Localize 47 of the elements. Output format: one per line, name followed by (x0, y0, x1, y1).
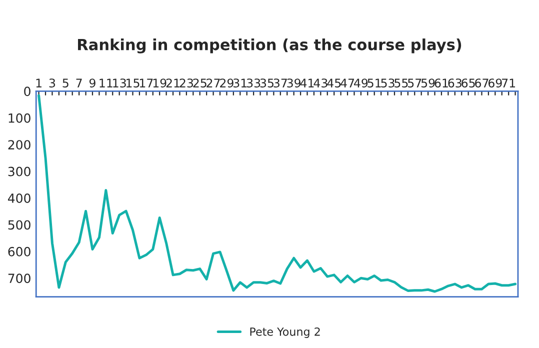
x-tick-label: 23 (180, 78, 194, 88)
x-tick-label: 17 (140, 78, 153, 88)
x-tick-label: 31 (234, 78, 247, 88)
x-tick-label: 41 (300, 78, 314, 88)
x-tick-label: 25 (193, 78, 206, 88)
x-tick-label: 61 (434, 78, 448, 88)
y-tick-label: 500 (8, 220, 30, 230)
x-tick-label: 19 (153, 78, 166, 88)
x-tick-label: 3 (49, 78, 56, 88)
x-tick-label: 5 (62, 78, 68, 88)
x-tick-label: 33 (246, 78, 260, 88)
x-tick-label: 49 (354, 78, 368, 88)
chart-title: Ranking in competition (as the course plays) (78, 38, 462, 54)
legend-label: Pete Young 2 (250, 327, 320, 338)
y-tick-label: 700 (8, 274, 30, 284)
x-tick-label: 11 (100, 78, 112, 88)
x-tick-label: 37 (274, 78, 287, 88)
x-tick-label: 21 (166, 78, 180, 88)
x-tick-label: 1 (36, 78, 42, 88)
x-tick-label: 29 (220, 78, 234, 88)
x-tick-label: 7 (76, 78, 82, 88)
x-tick-label: 55 (394, 78, 408, 88)
x-tick-label: 47 (340, 78, 354, 88)
x-tick-label: 65 (462, 78, 475, 88)
x-tick-label: 71 (502, 78, 516, 88)
y-tick-label: 200 (8, 140, 30, 150)
x-tick-label: 43 (314, 78, 328, 88)
y-tick-label: 400 (8, 193, 30, 203)
x-tick-label: 27 (206, 78, 220, 88)
x-tick-label: 59 (421, 78, 435, 88)
x-tick-label: 35 (260, 78, 274, 88)
x-tick-label: 69 (488, 78, 502, 88)
x-tick-label: 63 (448, 78, 462, 88)
y-tick-label: 600 (8, 246, 30, 256)
y-tick-label: 0 (24, 86, 30, 96)
x-tick-label: 57 (408, 78, 422, 88)
x-tick-label: 9 (89, 78, 96, 88)
line-series (38, 94, 517, 293)
x-tick-label: 51 (368, 78, 381, 88)
x-tick-label: 39 (287, 78, 301, 88)
x-tick-label: 13 (113, 78, 126, 88)
y-tick-label: 300 (8, 166, 30, 176)
y-tick-label: 100 (8, 113, 30, 123)
x-tick-label: 45 (327, 78, 341, 88)
x-tick-label: 67 (475, 78, 488, 88)
x-tick-label: 53 (381, 78, 394, 88)
x-tick-label: 15 (126, 78, 140, 88)
